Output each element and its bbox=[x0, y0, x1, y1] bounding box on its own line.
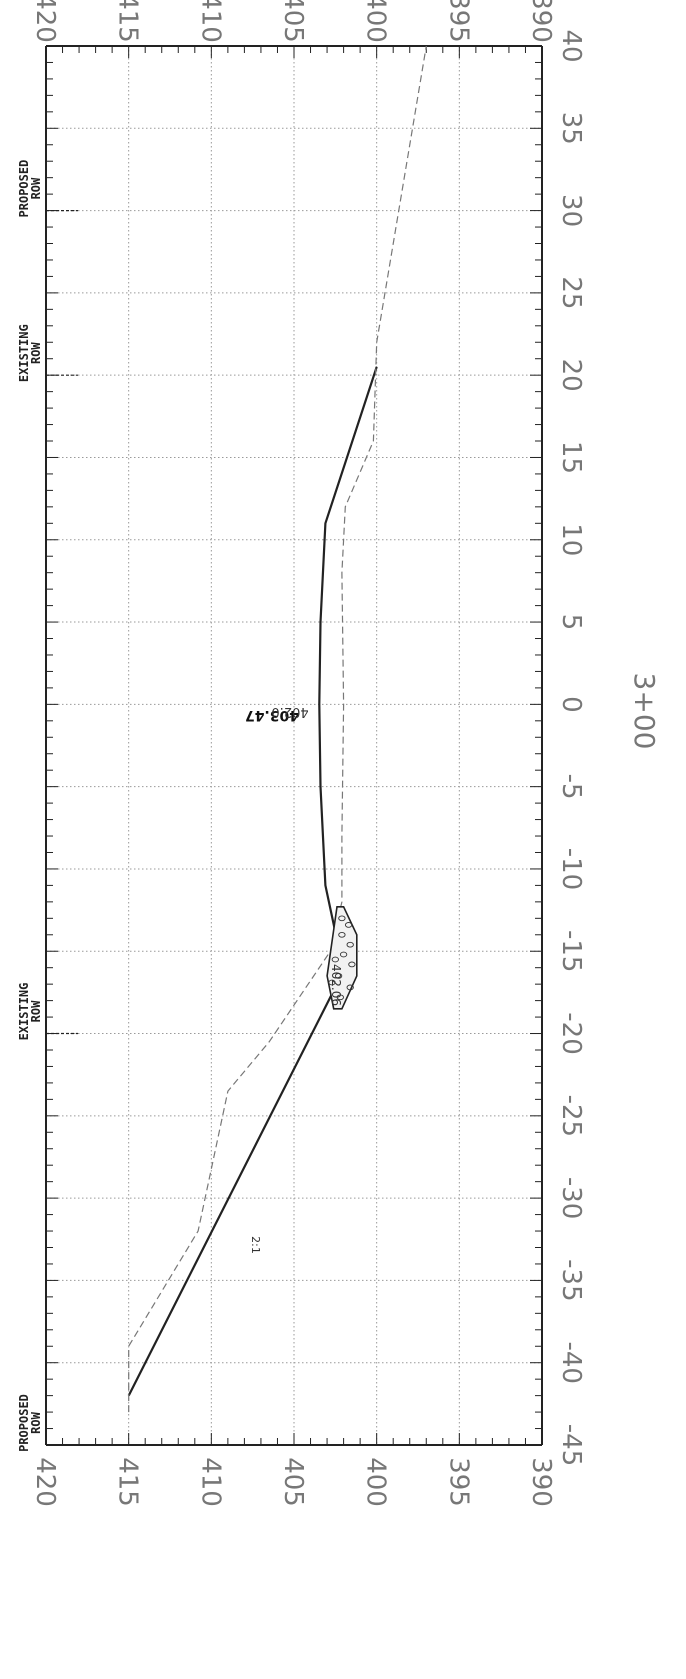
ditch-stone bbox=[339, 951, 348, 958]
elevation-label-bottom: 410 bbox=[195, 1457, 225, 1507]
ditch-outline bbox=[326, 905, 358, 1010]
elevation-label-bottom: 395 bbox=[443, 1457, 473, 1507]
elevation-label-bottom: 405 bbox=[278, 1457, 308, 1507]
offset-label: 40 bbox=[556, 29, 586, 62]
ditch-stone bbox=[328, 979, 336, 986]
offset-label: -40 bbox=[556, 1341, 586, 1383]
elevation-label-bottom: 400 bbox=[361, 1457, 391, 1507]
ditch-elevation: 402.06 bbox=[329, 964, 343, 1006]
row-markers: PROPOSEDROWEXISTINGROWEXISTINGROWPROPOSE… bbox=[17, 160, 78, 1452]
offset-label: 15 bbox=[556, 441, 586, 474]
station-label: 3+00 bbox=[628, 673, 661, 750]
offset-label: -25 bbox=[556, 1095, 586, 1137]
offset-label: 5 bbox=[556, 614, 586, 631]
ditch-stone bbox=[346, 941, 354, 948]
elevation-label-top: 390 bbox=[526, 0, 556, 43]
offset-label: -15 bbox=[556, 930, 586, 972]
grid-lines bbox=[45, 45, 543, 1446]
profile-lines bbox=[127, 45, 427, 1413]
elevation-label-bottom: 390 bbox=[526, 1457, 556, 1507]
elevation-label-top: 400 bbox=[361, 0, 391, 43]
offset-label: -45 bbox=[556, 1424, 586, 1466]
elevation-label-top: 420 bbox=[30, 0, 60, 43]
offset-label: -35 bbox=[556, 1259, 586, 1301]
row-label-line2: ROW bbox=[29, 1000, 43, 1022]
row-label-line2: ROW bbox=[29, 177, 43, 199]
ditch-stone bbox=[338, 915, 346, 922]
riprap-ditch bbox=[326, 905, 358, 1010]
elevation-label-top: 415 bbox=[113, 0, 143, 43]
elevation-label-top: 405 bbox=[278, 0, 308, 43]
ditch-stone bbox=[334, 973, 343, 979]
offset-label: -20 bbox=[556, 1012, 586, 1054]
existing-centerline-elevation: 403.47 bbox=[245, 707, 299, 723]
ditch-stone bbox=[348, 961, 356, 968]
row-label-line1: PROPOSED bbox=[17, 1394, 31, 1452]
offset-label: 35 bbox=[556, 112, 586, 145]
ditch-stone bbox=[338, 931, 346, 938]
offset-label: 20 bbox=[556, 359, 586, 392]
ditch-stone bbox=[344, 922, 353, 928]
row-label-line2: ROW bbox=[29, 342, 43, 364]
offset-label: 0 bbox=[556, 696, 586, 713]
elevation-label-top: 410 bbox=[195, 0, 225, 43]
offset-label: 30 bbox=[556, 194, 586, 227]
proposed-centerline-elevation: 402.0 bbox=[271, 704, 308, 719]
row-label-line1: EXISTING bbox=[17, 324, 31, 382]
existing-ground-line bbox=[128, 45, 427, 1413]
elevation-label-top: 395 bbox=[443, 0, 473, 43]
offset-label: -5 bbox=[556, 774, 586, 800]
offset-label: -10 bbox=[556, 848, 586, 890]
ditch-stone bbox=[331, 956, 339, 963]
elevation-label-bottom: 420 bbox=[30, 1457, 60, 1507]
ditch-stone bbox=[346, 984, 354, 991]
row-label-line1: EXISTING bbox=[17, 983, 31, 1041]
slope-label: 2:1 bbox=[249, 1236, 262, 1254]
ditch-stone bbox=[336, 994, 344, 1001]
elevation-label-bottom: 415 bbox=[113, 1457, 143, 1507]
offset-label: -30 bbox=[556, 1177, 586, 1219]
row-label-line2: ROW bbox=[29, 1411, 43, 1433]
row-label-line1: PROPOSED bbox=[17, 160, 31, 218]
offset-label: 25 bbox=[556, 276, 586, 309]
offset-label: 10 bbox=[556, 523, 586, 556]
